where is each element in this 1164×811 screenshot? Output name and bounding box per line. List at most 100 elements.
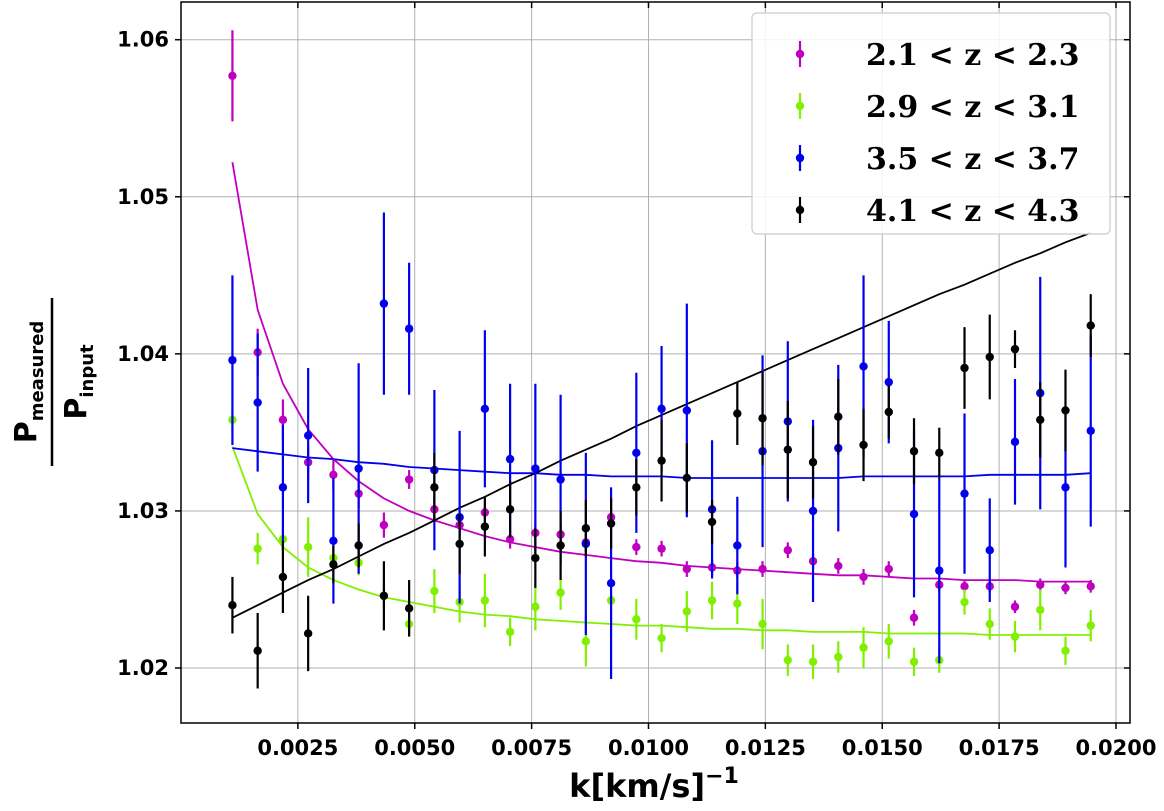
x-tick-label: 0.0175 [959, 736, 1040, 760]
legend-label: 3.5 < z < 3.7 [866, 142, 1079, 177]
legend: 2.1 < z < 2.3 2.9 < z < 3.1 3.5 < z < 3.7 4… [751, 12, 1111, 235]
data-point [1010, 344, 1020, 354]
data-points [228, 30, 1095, 689]
data-point [1061, 583, 1070, 593]
legend-label: 2.9 < z < 3.1 [866, 90, 1079, 125]
fit-curve-series-1 [231, 162, 1091, 583]
data-point [733, 599, 742, 608]
data-point [834, 652, 843, 662]
legend-marker-point [795, 205, 805, 215]
y-axis-label-denominator-sub: input [77, 344, 98, 398]
data-point [303, 542, 313, 552]
data-point [531, 464, 540, 473]
legend-marker-point [795, 153, 805, 163]
data-point [303, 431, 313, 440]
data-point [985, 619, 994, 629]
data-point [783, 445, 792, 454]
data-point [808, 506, 818, 516]
legend-label: 2.1 < z < 2.3 [866, 38, 1079, 73]
data-point [1061, 406, 1070, 415]
data-point [808, 458, 818, 467]
x-tick-label: 0.0150 [842, 736, 923, 760]
data-point [531, 553, 540, 563]
data-point [909, 613, 919, 622]
data-point [228, 71, 237, 81]
data-point [404, 604, 414, 613]
data-point [909, 657, 919, 666]
x-tick-label: 0.0100 [608, 736, 689, 760]
x-axis-label: k[km/s]−1 [569, 764, 739, 805]
x-tick-label: 0.0200 [1075, 736, 1156, 760]
data-point [556, 541, 565, 550]
data-point [379, 591, 389, 600]
data-point [682, 406, 692, 415]
data-point [430, 483, 439, 492]
data-point [909, 447, 919, 456]
data-point [960, 363, 969, 373]
legend-marker-point [795, 101, 805, 111]
data-point [228, 355, 237, 365]
data-point [1010, 632, 1020, 641]
data-point [935, 566, 944, 575]
data-point [556, 588, 565, 597]
data-point [783, 655, 792, 665]
data-point [859, 362, 868, 371]
data-point [758, 619, 767, 629]
data-point [455, 539, 464, 549]
y-tick-label: 1.04 [117, 342, 169, 366]
data-point [606, 578, 616, 588]
data-point [808, 657, 818, 666]
data-point [1061, 483, 1070, 492]
data-point [505, 535, 515, 544]
data-point [1036, 415, 1045, 425]
data-point [253, 398, 262, 407]
data-point [758, 414, 767, 423]
y-axis-label-numerator-sub: measured [27, 321, 48, 422]
data-point [859, 643, 868, 652]
data-point [657, 456, 666, 465]
data-point [278, 415, 288, 425]
y-tick-label: 1.06 [117, 28, 169, 52]
y-tick-label: 1.05 [117, 185, 169, 209]
data-point [758, 564, 767, 574]
data-point [531, 602, 540, 611]
y-axis-label-numerator-main: P [9, 421, 44, 443]
legend-marker-point [795, 49, 805, 59]
data-point [632, 615, 641, 624]
data-point [884, 637, 893, 646]
data-point [303, 629, 313, 638]
data-point [783, 546, 792, 555]
y-axis-label-denominator: Pinput [59, 344, 98, 420]
data-point [733, 541, 742, 550]
data-point [834, 561, 843, 571]
y-axis-label-numerator: Pmeasured [9, 321, 48, 444]
data-point [682, 473, 692, 483]
data-point [1086, 426, 1095, 436]
data-point [329, 536, 338, 545]
data-point [859, 572, 868, 582]
data-point [884, 407, 893, 417]
data-point [404, 475, 414, 484]
data-point [581, 524, 591, 533]
y-axis-label-denominator-main: P [59, 398, 94, 420]
data-point [1036, 605, 1045, 615]
x-axis-label-exponent: −1 [705, 764, 739, 789]
legend-label: 4.1 < z < 4.3 [866, 194, 1079, 229]
plot-frame [180, 1, 1131, 724]
data-point [430, 586, 439, 596]
data-point [379, 299, 389, 308]
data-point [253, 646, 262, 655]
data-point [354, 464, 363, 473]
data-point [682, 564, 692, 574]
data-point [278, 572, 288, 582]
data-point [1036, 580, 1045, 589]
data-point [909, 509, 919, 519]
data-point [632, 448, 641, 458]
data-point [480, 596, 490, 605]
data-point [935, 448, 944, 458]
data-point [556, 475, 565, 484]
data-point [480, 522, 490, 531]
data-point [657, 544, 666, 553]
y-axis-label: Pmeasured Pinput [9, 298, 98, 466]
